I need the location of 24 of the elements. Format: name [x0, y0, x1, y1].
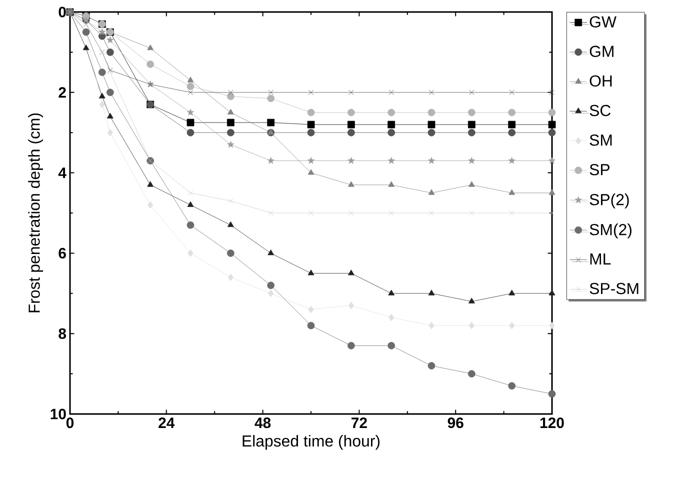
legend-label: GM: [590, 46, 614, 58]
x-tick-label: 0: [66, 418, 74, 428]
legend-label: SM: [590, 134, 612, 146]
y-tick-label: 0: [58, 6, 66, 18]
legend-label: GW: [590, 16, 616, 28]
legend-label: ML: [590, 254, 611, 264]
legend-label: SP: [590, 164, 610, 176]
legend-label: SP-SM: [590, 282, 638, 294]
x-tick-label: 72: [352, 418, 367, 428]
x-tick-label: 24: [158, 418, 175, 428]
y-tick-label: 2: [58, 87, 66, 98]
y-tick-label: 6: [58, 248, 66, 258]
legend-label: SM(2): [590, 224, 632, 238]
y-axis-title: Frost penetration depth (cm): [28, 113, 44, 312]
y-tick-label: 4: [58, 168, 66, 178]
legend-label: SC: [590, 104, 611, 116]
y-tick-label: 8: [58, 328, 66, 339]
x-tick-label: 120: [540, 418, 564, 428]
legend-label: SP(2): [590, 194, 629, 208]
x-tick-label: 48: [254, 418, 271, 428]
legend-label: OH: [590, 75, 612, 87]
x-axis-title: Elapsed time (hour): [242, 434, 380, 450]
x-tick-label: 96: [448, 418, 464, 428]
y-tick-label: 10: [50, 408, 66, 420]
